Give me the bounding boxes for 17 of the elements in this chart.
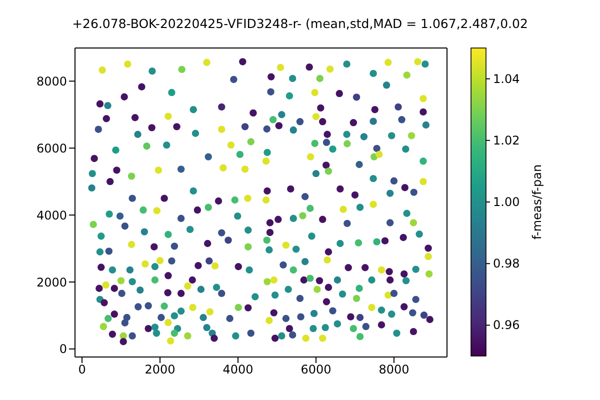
- x-tick-label: 4000: [222, 362, 254, 377]
- x-tick-label: 8000: [378, 362, 410, 377]
- x-tick-label: 0: [78, 362, 86, 377]
- y-tick-label: 4000: [36, 208, 67, 222]
- y-tick-label: 0: [59, 342, 67, 356]
- y-tick-label: 8000: [36, 74, 67, 88]
- x-tick-label: 6000: [300, 362, 332, 377]
- y-tick-label: 2000: [36, 275, 67, 290]
- color-bar-title: f-meas/f-pan: [530, 164, 544, 240]
- y-tick-label: 6000: [36, 141, 67, 156]
- color-bar-label: 0.96: [493, 318, 520, 332]
- chart-title: +26.078-BOK-20220425-VFID3248-r- (mean,std,MAD = 1.067,2.487,0.02: [71, 16, 529, 31]
- x-tick-label: 2000: [144, 362, 176, 377]
- color-bar-label: 1.02: [493, 133, 520, 148]
- color-bar-label: 0.98: [493, 256, 520, 271]
- color-bar-label: 1.00: [493, 195, 520, 209]
- color-bar-label: 1.04: [493, 72, 520, 86]
